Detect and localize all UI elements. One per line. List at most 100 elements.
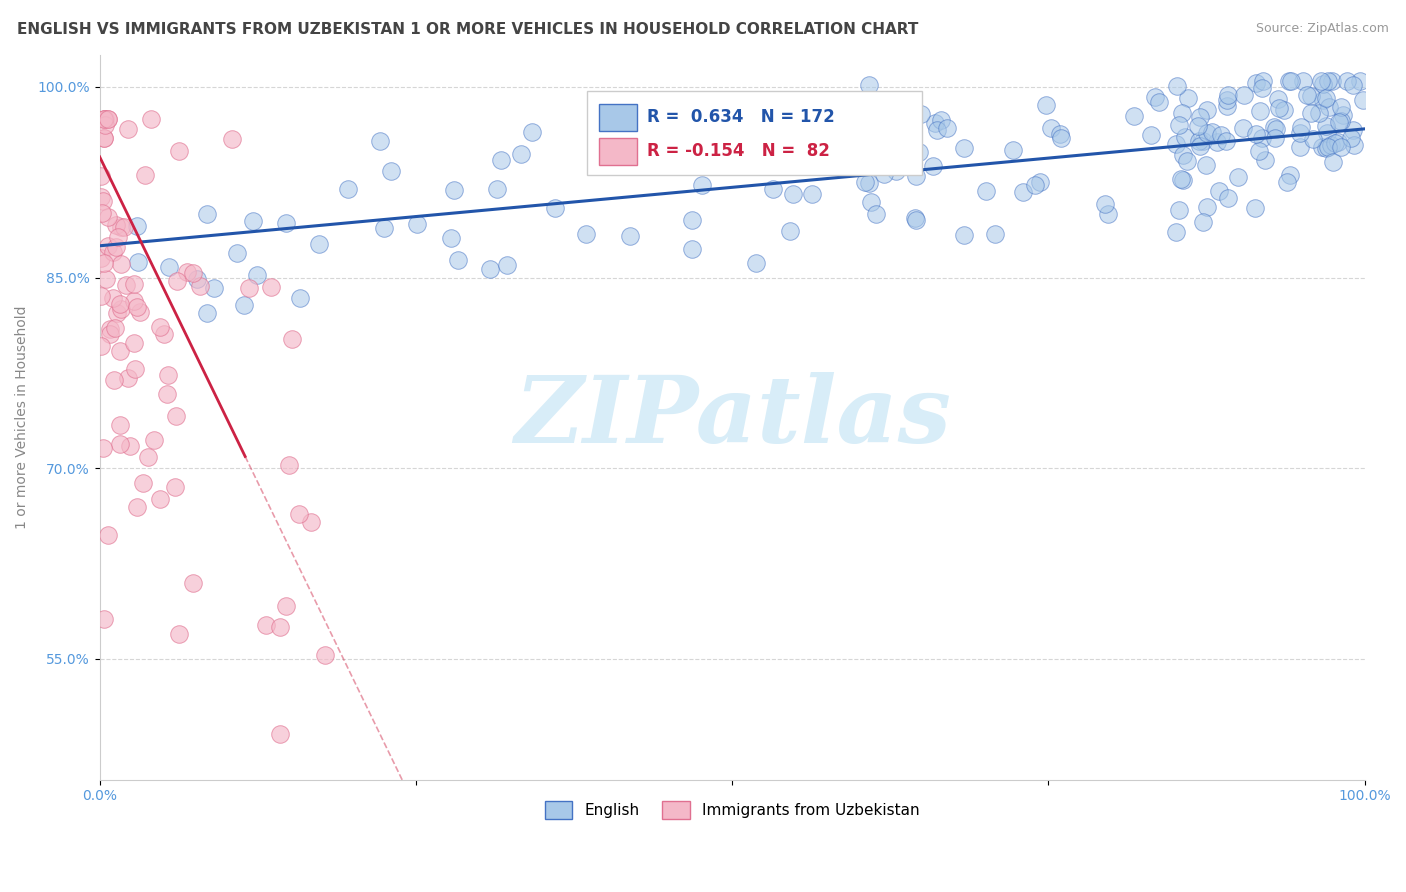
- Legend: English, Immigrants from Uzbekistan: English, Immigrants from Uzbekistan: [537, 793, 928, 826]
- Point: [176, 264, 198, 278]
- Point: [94, 119, 117, 133]
- Point: [1168, 118, 1191, 132]
- Point: [522, 125, 544, 139]
- Point: [1302, 132, 1324, 146]
- FancyBboxPatch shape: [599, 137, 637, 165]
- Point: [953, 141, 976, 155]
- Point: [1174, 129, 1197, 144]
- Point: [274, 599, 297, 613]
- Point: [1170, 171, 1192, 186]
- Point: [936, 121, 959, 136]
- Point: [110, 297, 132, 311]
- Point: [143, 434, 166, 448]
- Point: [860, 194, 883, 209]
- Point: [260, 280, 283, 294]
- Point: [127, 300, 149, 314]
- Point: [1289, 140, 1312, 154]
- Point: [478, 261, 501, 276]
- Point: [1343, 138, 1365, 153]
- Point: [575, 227, 598, 242]
- Point: [853, 175, 876, 189]
- Point: [1244, 76, 1267, 90]
- Point: [134, 168, 156, 182]
- Point: [1296, 87, 1319, 102]
- Text: ZIPatlas: ZIPatlas: [513, 372, 950, 462]
- Point: [1272, 103, 1295, 117]
- Point: [952, 227, 974, 242]
- Point: [97, 112, 120, 126]
- Point: [1215, 134, 1237, 148]
- Point: [90, 288, 112, 302]
- Point: [974, 184, 997, 198]
- Point: [1301, 105, 1323, 120]
- Point: [1336, 73, 1358, 87]
- Point: [1251, 81, 1274, 95]
- Point: [794, 144, 817, 158]
- Point: [1177, 91, 1199, 105]
- Point: [1254, 153, 1277, 167]
- Point: [1002, 143, 1025, 157]
- Point: [1320, 73, 1343, 87]
- Point: [122, 293, 145, 308]
- Point: [91, 206, 114, 220]
- Text: R = -0.154   N =  82: R = -0.154 N = 82: [647, 143, 831, 161]
- Point: [132, 475, 155, 490]
- Point: [904, 212, 927, 227]
- Point: [884, 164, 907, 178]
- Point: [139, 112, 162, 126]
- Point: [202, 280, 225, 294]
- Point: [101, 245, 124, 260]
- Point: [927, 123, 949, 137]
- Point: [779, 224, 801, 238]
- Point: [1317, 100, 1340, 114]
- Point: [489, 153, 512, 167]
- Point: [1312, 78, 1334, 92]
- Point: [1329, 140, 1351, 154]
- Point: [1195, 103, 1218, 117]
- Point: [165, 480, 187, 494]
- Point: [110, 437, 132, 451]
- Point: [122, 335, 145, 350]
- Point: [1326, 135, 1348, 149]
- Point: [186, 272, 208, 286]
- Point: [908, 145, 931, 159]
- Point: [1197, 126, 1219, 140]
- Point: [1216, 94, 1239, 108]
- Point: [103, 373, 125, 387]
- Point: [1192, 215, 1215, 229]
- Point: [921, 159, 943, 173]
- Point: [1329, 115, 1351, 129]
- Point: [1279, 73, 1302, 87]
- Point: [96, 528, 118, 542]
- FancyBboxPatch shape: [599, 103, 637, 131]
- Point: [1289, 120, 1312, 134]
- Point: [1279, 168, 1302, 182]
- Point: [1149, 95, 1171, 109]
- Point: [1144, 89, 1167, 103]
- Point: [1139, 128, 1161, 142]
- Point: [299, 515, 322, 529]
- Point: [1299, 89, 1322, 103]
- Point: [1317, 139, 1340, 153]
- Point: [681, 212, 703, 227]
- Point: [1249, 103, 1271, 118]
- FancyBboxPatch shape: [586, 91, 922, 175]
- Point: [337, 182, 360, 196]
- Point: [844, 155, 866, 169]
- Point: [93, 131, 115, 145]
- Point: [117, 371, 139, 385]
- Point: [1029, 175, 1052, 189]
- Point: [1097, 207, 1119, 221]
- Point: [1310, 73, 1333, 87]
- Point: [904, 169, 927, 184]
- Point: [406, 218, 429, 232]
- Point: [122, 277, 145, 291]
- Point: [1049, 128, 1071, 142]
- Point: [1170, 106, 1192, 120]
- Point: [274, 216, 297, 230]
- Point: [93, 256, 115, 270]
- Point: [904, 211, 927, 226]
- Point: [183, 267, 205, 281]
- Point: [117, 121, 139, 136]
- Point: [1173, 148, 1195, 162]
